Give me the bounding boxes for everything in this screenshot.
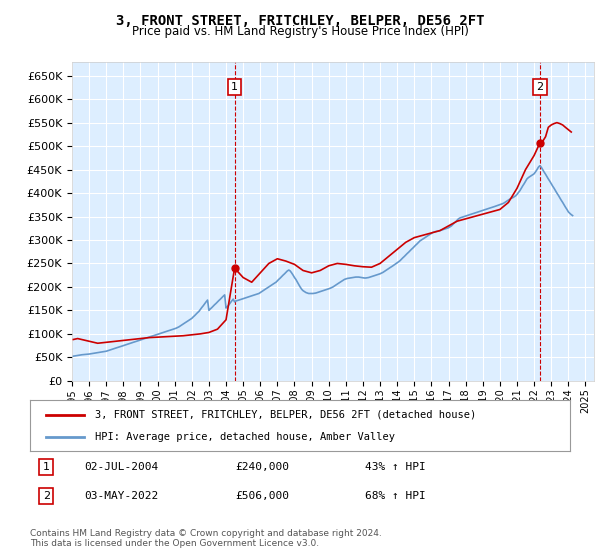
Text: 3, FRONT STREET, FRITCHLEY, BELPER, DE56 2FT (detached house): 3, FRONT STREET, FRITCHLEY, BELPER, DE56… — [95, 409, 476, 419]
Text: Price paid vs. HM Land Registry's House Price Index (HPI): Price paid vs. HM Land Registry's House … — [131, 25, 469, 38]
Text: 2: 2 — [43, 491, 50, 501]
Text: 03-MAY-2022: 03-MAY-2022 — [84, 491, 158, 501]
Text: £240,000: £240,000 — [235, 462, 289, 472]
Text: £506,000: £506,000 — [235, 491, 289, 501]
Text: 43% ↑ HPI: 43% ↑ HPI — [365, 462, 425, 472]
Text: 1: 1 — [43, 462, 50, 472]
Text: Contains HM Land Registry data © Crown copyright and database right 2024.: Contains HM Land Registry data © Crown c… — [30, 529, 382, 538]
Text: 1: 1 — [231, 82, 238, 92]
Text: 2: 2 — [536, 82, 544, 92]
Text: 68% ↑ HPI: 68% ↑ HPI — [365, 491, 425, 501]
Text: 02-JUL-2004: 02-JUL-2004 — [84, 462, 158, 472]
Text: HPI: Average price, detached house, Amber Valley: HPI: Average price, detached house, Ambe… — [95, 432, 395, 442]
Text: This data is licensed under the Open Government Licence v3.0.: This data is licensed under the Open Gov… — [30, 539, 319, 548]
Text: 3, FRONT STREET, FRITCHLEY, BELPER, DE56 2FT: 3, FRONT STREET, FRITCHLEY, BELPER, DE56… — [116, 14, 484, 28]
